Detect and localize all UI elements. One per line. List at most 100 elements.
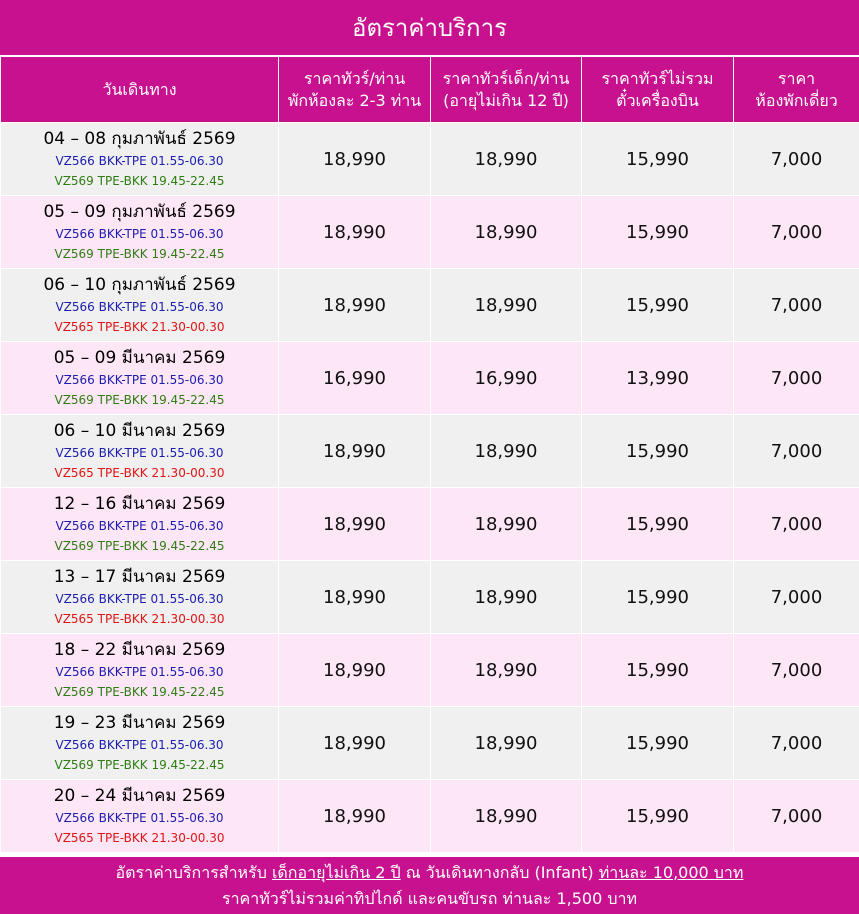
table-row: 05 – 09 กุมภาพันธ์ 2569 VZ566 BKK-TPE 01.… xyxy=(0,195,859,269)
price-cell: 18,990 xyxy=(430,195,582,269)
flight-info: VZ566 BKK-TPE 01.55-06.30 xyxy=(55,373,224,387)
date-cell: 06 – 10 กุมภาพันธ์ 2569 VZ566 BKK-TPE 01.… xyxy=(0,268,279,342)
price-cell: 18,990 xyxy=(430,633,582,707)
travel-date: 06 – 10 กุมภาพันธ์ 2569 xyxy=(43,275,236,295)
price-cell: 16,990 xyxy=(430,341,582,415)
price-cell: 7,000 xyxy=(733,779,859,853)
flight-info: VZ566 BKK-TPE 01.55-06.30 xyxy=(55,665,224,679)
flight-info: VZ566 BKK-TPE 01.55-06.30 xyxy=(55,811,224,825)
price-cell: 18,990 xyxy=(278,706,431,780)
flight-info: VZ566 BKK-TPE 01.55-06.30 xyxy=(55,738,224,752)
flight-info: VZ565 TPE-BKK 21.30-00.30 xyxy=(54,320,225,334)
price-cell: 7,000 xyxy=(733,195,859,269)
table-row: 20 – 24 มีนาคม 2569 VZ566 BKK-TPE 01.55-0… xyxy=(0,779,859,853)
date-cell: 18 – 22 มีนาคม 2569 VZ566 BKK-TPE 01.55-0… xyxy=(0,633,279,707)
date-cell: 19 – 23 มีนาคม 2569 VZ566 BKK-TPE 01.55-0… xyxy=(0,706,279,780)
price-cell: 15,990 xyxy=(581,122,734,196)
flight-info: VZ566 BKK-TPE 01.55-06.30 xyxy=(55,154,224,168)
price-cell: 7,000 xyxy=(733,487,859,561)
date-cell: 20 – 24 มีนาคม 2569 VZ566 BKK-TPE 01.55-0… xyxy=(0,779,279,853)
date-cell: 12 – 16 มีนาคม 2569 VZ566 BKK-TPE 01.55-0… xyxy=(0,487,279,561)
price-cell: 7,000 xyxy=(733,268,859,342)
travel-date: 20 – 24 มีนาคม 2569 xyxy=(53,786,226,806)
flight-info: VZ566 BKK-TPE 01.55-06.30 xyxy=(55,300,224,314)
date-cell: 05 – 09 กุมภาพันธ์ 2569 VZ566 BKK-TPE 01.… xyxy=(0,195,279,269)
price-cell: 18,990 xyxy=(278,487,431,561)
table-row: 04 – 08 กุมภาพันธ์ 2569 VZ566 BKK-TPE 01.… xyxy=(0,122,859,196)
column-header: ราคาทัวร์/ท่าน พักห้องละ 2-3 ท่าน xyxy=(278,56,431,123)
price-cell: 15,990 xyxy=(581,414,734,488)
price-cell: 18,990 xyxy=(278,195,431,269)
price-cell: 18,990 xyxy=(430,268,582,342)
footer-text: ราคาทัวร์ไม่รวมค่าทิปไกด์ และคนขับรถ ท่า… xyxy=(221,888,638,908)
flight-info: VZ566 BKK-TPE 01.55-06.30 xyxy=(55,446,224,460)
price-cell: 7,000 xyxy=(733,122,859,196)
travel-date: 04 – 08 กุมภาพันธ์ 2569 xyxy=(43,129,236,149)
price-cell: 15,990 xyxy=(581,706,734,780)
price-cell: 18,990 xyxy=(278,414,431,488)
price-cell: 7,000 xyxy=(733,414,859,488)
header-line: ห้องพักเดี่ยว xyxy=(755,90,838,110)
travel-date: 19 – 23 มีนาคม 2569 xyxy=(53,713,226,733)
footer: อัตราค่าบริการสำหรับ เด็กอายุไม่เกิน 2 ป… xyxy=(0,857,859,914)
header-line: ตั๋วเครื่องบิน xyxy=(616,90,699,110)
price-cell: 18,990 xyxy=(278,633,431,707)
flight-info: VZ566 BKK-TPE 01.55-06.30 xyxy=(55,592,224,606)
flight-info: VZ569 TPE-BKK 19.45-22.45 xyxy=(54,758,225,772)
price-cell: 18,990 xyxy=(430,779,582,853)
price-cell: 15,990 xyxy=(581,560,734,634)
column-header: ราคา ห้องพักเดี่ยว xyxy=(733,56,859,123)
header-line: (อายุไม่เกิน 12 ปี) xyxy=(443,90,569,110)
header-row: วันเดินทาง ราคาทัวร์/ท่าน พักห้องละ 2-3 ท่… xyxy=(0,56,859,123)
price-cell: 15,990 xyxy=(581,487,734,561)
footer-text: เด็กอายุไม่เกิน 2 ปี xyxy=(271,862,401,882)
table-row: 05 – 09 มีนาคม 2569 VZ566 BKK-TPE 01.55-0… xyxy=(0,341,859,415)
table-row: 06 – 10 กุมภาพันธ์ 2569 VZ566 BKK-TPE 01.… xyxy=(0,268,859,342)
header-line: วันเดินทาง xyxy=(102,79,177,99)
travel-date: 13 – 17 มีนาคม 2569 xyxy=(53,567,226,587)
table-row: 06 – 10 มีนาคม 2569 VZ566 BKK-TPE 01.55-0… xyxy=(0,414,859,488)
price-cell: 18,990 xyxy=(278,122,431,196)
price-cell: 18,990 xyxy=(430,122,582,196)
flight-info: VZ569 TPE-BKK 19.45-22.45 xyxy=(54,393,225,407)
price-cell: 13,990 xyxy=(581,341,734,415)
column-header: วันเดินทาง xyxy=(0,56,279,123)
date-cell: 13 – 17 มีนาคม 2569 VZ566 BKK-TPE 01.55-0… xyxy=(0,560,279,634)
header-line: ราคาทัวร์ไม่รวม xyxy=(601,68,714,88)
price-cell: 18,990 xyxy=(430,706,582,780)
flight-info: VZ565 TPE-BKK 21.30-00.30 xyxy=(54,466,225,480)
footer-text: ท่านละ 10,000 บาท xyxy=(598,862,744,882)
header-line: พักห้องละ 2-3 ท่าน xyxy=(287,90,422,110)
header-line: ราคาทัวร์/ท่าน xyxy=(303,68,406,88)
title: อัตราค่าบริการ xyxy=(352,14,507,42)
price-cell: 16,990 xyxy=(278,341,431,415)
price-cell: 7,000 xyxy=(733,341,859,415)
price-cell: 18,990 xyxy=(278,779,431,853)
price-cell: 18,990 xyxy=(430,560,582,634)
price-cell: 7,000 xyxy=(733,706,859,780)
price-cell: 7,000 xyxy=(733,560,859,634)
flight-info: VZ569 TPE-BKK 19.45-22.45 xyxy=(54,539,225,553)
price-cell: 18,990 xyxy=(278,560,431,634)
price-table: วันเดินทาง ราคาทัวร์/ท่าน พักห้องละ 2-3 ท่… xyxy=(0,56,859,853)
flight-info: VZ569 TPE-BKK 19.45-22.45 xyxy=(54,174,225,188)
column-header: ราคาทัวร์เด็ก/ท่าน (อายุไม่เกิน 12 ปี) xyxy=(430,56,582,123)
column-header: ราคาทัวร์ไม่รวม ตั๋วเครื่องบิน xyxy=(581,56,734,123)
footer-line: ราคาทัวร์ไม่รวมค่าทิปไกด์ และคนขับรถ ท่า… xyxy=(222,886,637,912)
table-row: 12 – 16 มีนาคม 2569 VZ566 BKK-TPE 01.55-0… xyxy=(0,487,859,561)
table-row: 13 – 17 มีนาคม 2569 VZ566 BKK-TPE 01.55-0… xyxy=(0,560,859,634)
date-cell: 05 – 09 มีนาคม 2569 VZ566 BKK-TPE 01.55-0… xyxy=(0,341,279,415)
price-cell: 18,990 xyxy=(430,487,582,561)
flight-info: VZ565 TPE-BKK 21.30-00.30 xyxy=(54,831,225,845)
footer-text: ณ วันเดินทางกลับ (Infant) xyxy=(400,862,599,882)
footer-text: อัตราค่าบริการสำหรับ xyxy=(115,862,272,882)
travel-date: 18 – 22 มีนาคม 2569 xyxy=(53,640,226,660)
price-cell: 7,000 xyxy=(733,633,859,707)
flight-info: VZ569 TPE-BKK 19.45-22.45 xyxy=(54,247,225,261)
table-row: 19 – 23 มีนาคม 2569 VZ566 BKK-TPE 01.55-0… xyxy=(0,706,859,780)
date-cell: 06 – 10 มีนาคม 2569 VZ566 BKK-TPE 01.55-0… xyxy=(0,414,279,488)
price-cell: 15,990 xyxy=(581,195,734,269)
date-cell: 04 – 08 กุมภาพันธ์ 2569 VZ566 BKK-TPE 01.… xyxy=(0,122,279,196)
price-cell: 15,990 xyxy=(581,633,734,707)
